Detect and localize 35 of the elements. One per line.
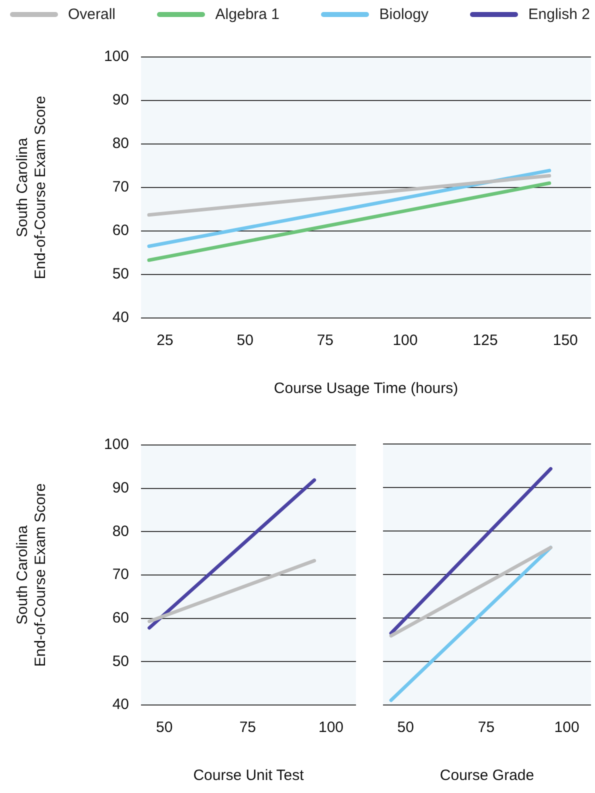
x-tick-label: 75 (478, 719, 495, 736)
x-tick-label: 50 (236, 332, 254, 350)
x-tick-label: 75 (239, 719, 256, 736)
y-tick-label: 40 (112, 696, 129, 714)
y-tick-label: 80 (112, 522, 129, 540)
x-tick-label: 100 (554, 719, 580, 736)
y-tick-label: 90 (112, 92, 129, 109)
y-tick-label: 40 (112, 309, 129, 326)
y-tick-label: 100 (104, 48, 129, 66)
legend-label: English 2 (528, 6, 590, 23)
x-axis-title: Course Usage Time (hours) (274, 380, 458, 398)
y-axis-title: South Carolina End-of-Course Exam Score (14, 483, 50, 667)
legend-label: Overall (68, 6, 116, 23)
x-tick-label: 125 (472, 332, 498, 350)
y-tick-label: 60 (112, 609, 129, 626)
y-tick-label: 90 (112, 479, 129, 496)
y-tick-label: 100 (104, 436, 129, 454)
x-tick-label: 50 (397, 719, 414, 736)
y-tick-label: 70 (112, 566, 129, 584)
legend-label: Algebra 1 (215, 6, 280, 23)
legend-label: Biology (379, 6, 428, 23)
y-tick-label: 50 (112, 266, 129, 283)
y-axis-title: South Carolina End-of-Course Exam Score (14, 96, 50, 280)
y-tick-label: 50 (112, 652, 129, 670)
x-tick-label: 75 (316, 332, 334, 350)
x-axis-title: Course Grade (440, 767, 534, 784)
x-tick-label: 100 (392, 332, 418, 350)
y-tick-label: 70 (112, 178, 129, 196)
x-tick-label: 25 (156, 332, 174, 350)
x-tick-label: 100 (318, 719, 344, 736)
y-tick-label: 60 (112, 222, 129, 240)
y-tick-label: 80 (112, 135, 129, 152)
x-tick-label: 150 (552, 332, 578, 350)
x-tick-label: 50 (156, 719, 173, 736)
x-axis-title: Course Unit Test (193, 767, 305, 784)
